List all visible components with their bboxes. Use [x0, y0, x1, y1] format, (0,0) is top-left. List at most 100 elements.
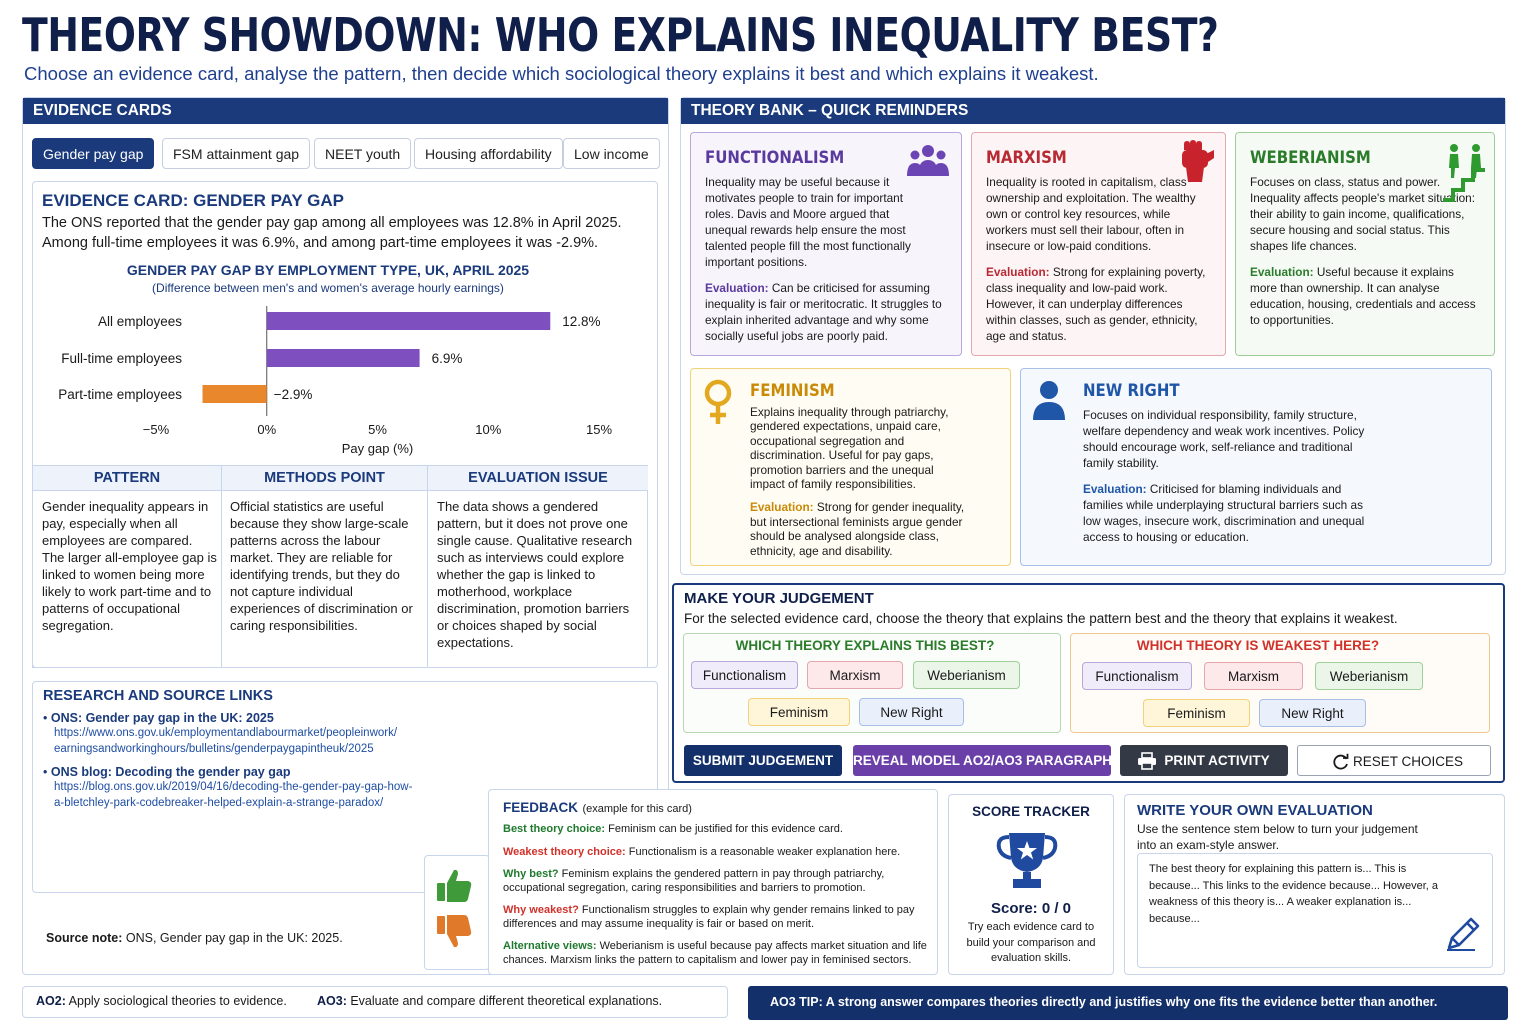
column-divider	[221, 491, 222, 668]
ao-footer	[22, 986, 728, 1018]
source-link[interactable]: earningsandworkinghours/bulletins/gender…	[54, 743, 374, 755]
evidence-card-title: EVIDENCE CARD: GENDER PAY GAP	[42, 191, 344, 210]
tab-gender-pay-gap[interactable]: Gender pay gap	[32, 138, 155, 169]
source-label: ONS: Gender pay gap in the UK: 2025	[50, 711, 274, 725]
score-value: Score: 0 / 0	[990, 900, 1072, 917]
evidence-card-text-2: Among full-time employees it was 6.9%, a…	[42, 235, 599, 251]
source-item: • ONS: Gender pay gap in the UK: 2025 ht…	[43, 711, 483, 757]
feedback-line-label: Best theory choice:	[503, 823, 606, 835]
tab-neet-youth[interactable]: NEET youth	[314, 138, 412, 169]
feedback-line-label: Weakest theory choice:	[503, 845, 626, 858]
new-right-eval-label: Evaluation:	[1083, 482, 1147, 496]
evaluation-text: The data shows a gendered pattern, but i…	[437, 499, 633, 650]
gender-pay-gap-chart: All employees 12.8% Full-time employees 6.9…	[58, 306, 612, 456]
ao3-description: Evaluate and compare different theoretic…	[346, 994, 663, 1008]
feedback-lines: Best theory choice: Feminism can be just…	[503, 823, 933, 976]
feedback-line: Why best? Feminism explains the gendered…	[503, 868, 933, 895]
bar	[266, 349, 420, 367]
tab-fsm-attainment-gap[interactable]: FSM attainment gap	[162, 138, 311, 169]
feedback-line-label: Alternative views:	[503, 940, 597, 952]
evaluation-sentence-stem: The best theory for explaining this patt…	[1149, 863, 1439, 925]
new-right-eval: Criticised for blaming individuals and f…	[1083, 482, 1365, 544]
best-choice-functionalism[interactable]: Functionalism	[691, 661, 798, 689]
ao2-description: Apply sociological theories to evidence.	[65, 994, 287, 1008]
thumbs-down-icon	[437, 915, 472, 948]
feedback-line: Best theory choice: Feminism can be just…	[503, 823, 933, 837]
ao3-text: AO3: Evaluate and compare different theo…	[317, 994, 662, 1008]
best-theory-heading: WHICH THEORY EXPLAINS THIS BEST?	[735, 638, 995, 653]
reveal-model-paragraph-button[interactable]: REVEAL MODEL AO2/AO3 PARAGRAPH	[853, 745, 1112, 776]
chart-title: GENDER PAY GAP BY EMPLOYMENT TYPE, UK, A…	[126, 262, 530, 278]
feedback-subtitle: (example for this card)	[582, 803, 692, 815]
trophy-icon	[996, 833, 1058, 888]
source-link[interactable]: https://www.ons.gov.uk/employmentandlabo…	[54, 727, 398, 739]
tick-label: 10%	[475, 422, 501, 437]
weakest-theory-heading: WHICH THEORY IS WEAKEST HERE?	[1136, 638, 1380, 653]
functionalism-eval-label: Evaluation:	[705, 281, 769, 295]
write-evaluation-title: WRITE YOUR OWN EVALUATION	[1137, 802, 1373, 819]
marxism-eval-label: Evaluation:	[986, 265, 1050, 279]
source-note: Source note: ONS, Gender pay gap in the …	[46, 931, 343, 945]
tab-low-income[interactable]: Low income	[563, 138, 660, 169]
tick-label: −5%	[143, 422, 170, 437]
theory-bank-title: THEORY BANK – QUICK REMINDERS	[681, 98, 1505, 124]
print-activity-button[interactable]: PRINT ACTIVITY	[1120, 745, 1288, 776]
submit-judgement-button[interactable]: SUBMIT JUDGEMENT	[684, 745, 842, 776]
person-icon	[1033, 381, 1065, 420]
tick-label: 0%	[257, 422, 276, 437]
weak-choice-functionalism[interactable]: Functionalism	[1082, 662, 1192, 690]
sources-box	[32, 681, 658, 893]
reset-choices-button[interactable]: RESET CHOICES	[1297, 745, 1491, 776]
source-link[interactable]: https://blog.ons.gov.uk/2019/04/16/decod…	[54, 781, 413, 793]
x-axis-label: Pay gap (%)	[342, 441, 414, 456]
climbing-stairs-icon	[1443, 144, 1485, 202]
weberianism-eval: Useful because it explains more than own…	[1250, 265, 1476, 327]
marxism-title: MARXISM	[986, 148, 1067, 168]
feedback-title: FEEDBACK	[503, 800, 579, 815]
category-label: Part-time employees	[58, 387, 182, 402]
value-label: −2.9%	[274, 387, 313, 402]
weak-choice-feminism[interactable]: Feminism	[1143, 699, 1250, 727]
tab-housing-affordability[interactable]: Housing affordability	[414, 138, 563, 169]
feedback-line: Alternative views: Weberianism is useful…	[503, 940, 933, 967]
sources-title: RESEARCH AND SOURCE LINKS	[43, 688, 273, 704]
best-choice-marxism[interactable]: Marxism	[807, 661, 903, 689]
feminism-text: Explains inequality through patriarchy, …	[750, 405, 949, 492]
weberianism-eval-label: Evaluation:	[1250, 265, 1314, 279]
printer-icon	[1138, 752, 1156, 770]
weak-choice-new-right[interactable]: New Right	[1259, 699, 1366, 727]
theory-feminism: FEMINISM Explains inequality through pat…	[690, 368, 1011, 566]
feminism-eval-label: Evaluation:	[750, 500, 814, 515]
functionalism-title: FUNCTIONALISM	[705, 148, 845, 168]
best-choice-new-right[interactable]: New Right	[859, 698, 964, 726]
category-label: All employees	[98, 314, 182, 329]
chart-subtitle: (Difference between men's and women's av…	[152, 281, 504, 295]
evaluation-heading: EVALUATION ISSUE	[427, 466, 648, 491]
source-link[interactable]: a-bletchley-park-codebreaker-helped-expl…	[54, 797, 384, 809]
source-item: • ONS blog: Decoding the gender pay gap …	[43, 765, 483, 811]
ao2-label: AO2:	[36, 994, 66, 1008]
pencil-icon	[1447, 917, 1480, 951]
best-choice-feminism[interactable]: Feminism	[748, 698, 850, 726]
feedback-line-text: Feminism can be justified for this evide…	[605, 823, 843, 835]
feedback-line-text: Functionalism is a reasonable weaker exp…	[625, 845, 901, 858]
category-label: Full-time employees	[61, 351, 182, 366]
pattern-heading: PATTERN	[33, 466, 221, 491]
page-subtitle: Choose an evidence card, analyse the pat…	[24, 63, 1099, 84]
theory-functionalism: FUNCTIONALISM Inequality may be useful b…	[690, 132, 962, 356]
new-right-text: Focuses on individual responsibility, fa…	[1083, 408, 1365, 470]
weak-choice-weberianism[interactable]: Weberianism	[1315, 662, 1423, 690]
print-activity-label: PRINT ACTIVITY	[1164, 753, 1270, 768]
theory-new-right: NEW RIGHT Focuses on individual responsi…	[1020, 368, 1492, 566]
bar	[202, 385, 267, 403]
theory-marxism: MARXISM Inequality is rooted in capitali…	[971, 132, 1226, 356]
judgement-title: MAKE YOUR JUDGEMENT	[684, 590, 874, 607]
ao3-label: AO3:	[317, 994, 347, 1008]
best-choice-weberianism[interactable]: Weberianism	[913, 661, 1020, 689]
pattern-text: Gender inequality appears in pay, especi…	[42, 499, 217, 633]
score-tracker-title: SCORE TRACKER	[972, 804, 1090, 819]
evaluation-textarea[interactable]	[1137, 853, 1493, 968]
reset-choices-label: RESET CHOICES	[1352, 754, 1464, 769]
weak-choice-marxism[interactable]: Marxism	[1204, 662, 1303, 690]
feedback-line-text: Feminism explains the gendered pattern i…	[503, 868, 885, 894]
